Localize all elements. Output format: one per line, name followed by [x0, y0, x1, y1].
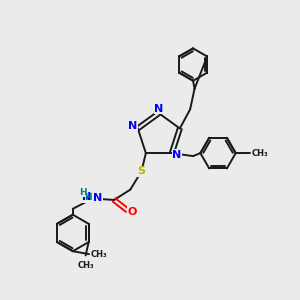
Text: CH₃: CH₃	[77, 261, 94, 270]
Text: H: H	[79, 188, 86, 197]
Text: N: N	[93, 193, 102, 203]
Text: CH₃: CH₃	[91, 250, 107, 259]
Text: H: H	[85, 193, 92, 202]
Text: O: O	[128, 207, 137, 217]
Text: S: S	[137, 167, 146, 176]
Text: CH₃: CH₃	[252, 148, 268, 158]
Text: N: N	[128, 121, 137, 130]
Text: N: N	[172, 150, 182, 160]
Text: N: N	[154, 104, 164, 114]
Text: N: N	[82, 192, 91, 202]
